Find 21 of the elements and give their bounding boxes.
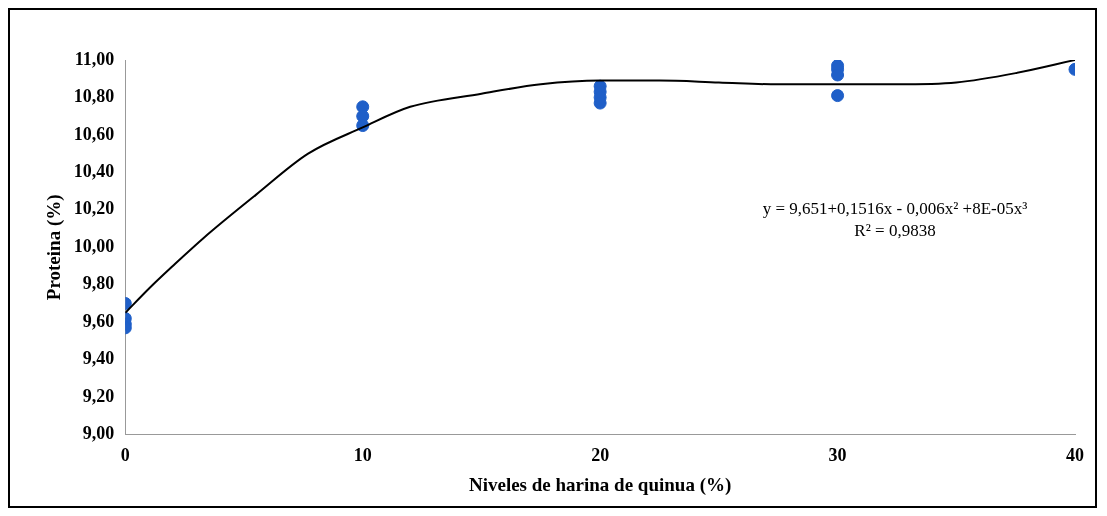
y-tick-label: 11,00 bbox=[74, 48, 115, 69]
y-tick-label: 9,40 bbox=[82, 348, 115, 369]
x-tick-label: 0 bbox=[120, 445, 130, 466]
x-axis-title: Niveles de harina de quinua (%) bbox=[468, 473, 732, 496]
y-tick-label: 9,60 bbox=[82, 310, 115, 331]
point bbox=[831, 89, 845, 103]
x-tick-label: 30 bbox=[828, 445, 847, 466]
y-tick-label: 9,00 bbox=[82, 423, 115, 444]
annotation: R² = 0,9838 bbox=[854, 221, 936, 241]
x-tick-label: 10 bbox=[353, 445, 372, 466]
x-tick-label: 20 bbox=[591, 445, 610, 466]
y-axis-title: Proteina (%) bbox=[43, 194, 66, 301]
x-tick-label: 40 bbox=[1066, 445, 1084, 466]
y-tick-label: 9,20 bbox=[82, 385, 115, 406]
y-tick-label: 9,80 bbox=[82, 273, 115, 294]
annotation: y = 9,651+0,1516x - 0,006x² +8E-05x³ bbox=[762, 199, 1028, 219]
y-tick-label: 10,00 bbox=[73, 235, 115, 256]
y-tick-label: 10,80 bbox=[73, 86, 115, 107]
y-tick-label: 10,60 bbox=[73, 123, 115, 144]
y-tick-label: 10,40 bbox=[73, 161, 115, 182]
y-tick-label: 10,20 bbox=[73, 198, 115, 219]
